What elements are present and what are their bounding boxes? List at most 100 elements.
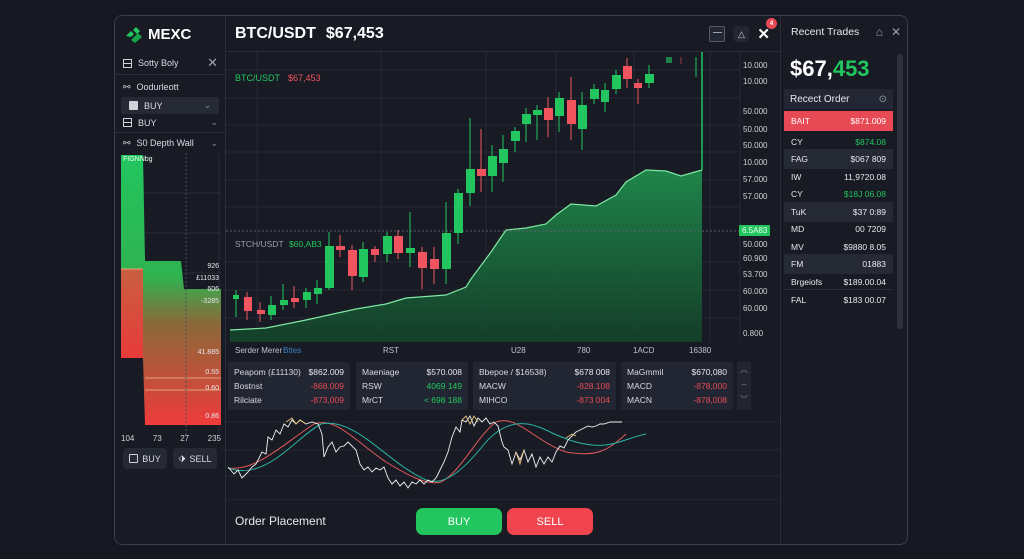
trade-row[interactable]: IW 11,9720.08 — [784, 167, 893, 187]
ind-value: -878,000 — [693, 381, 727, 391]
candlestick-chart — [226, 52, 741, 342]
legend-link[interactable]: Bttes — [283, 346, 302, 355]
ind-key: MACN — [627, 395, 653, 405]
last-price: $67,453 — [790, 56, 870, 82]
trade-value: $18J 06.08 — [843, 189, 886, 199]
trade-value: $067 809 — [850, 154, 886, 164]
panel-actions: ⌂ ✕ — [876, 25, 901, 39]
chart-header: BTC/USDT $67,453 — [226, 16, 780, 52]
sell-button[interactable]: SELL — [507, 508, 593, 535]
pair-title: BTC/USDT — [235, 24, 316, 42]
divider — [115, 132, 226, 133]
indicator-card[interactable]: Bbepoe / $16538) $678 008 MACW -828.108 MI… — [473, 362, 616, 410]
chevron-up-icon[interactable]: ︿ — [740, 365, 748, 374]
indicator-card[interactable]: Maeniage $570.008 RSW 4069 149 MrCT < 698 1… — [356, 362, 468, 410]
trade-value: $37 0:89 — [852, 207, 886, 217]
brand-logo[interactable]: MEXC — [125, 26, 191, 43]
y-tick: 10.000 — [743, 77, 768, 86]
sidebar-item-label: Oodurleott — [136, 82, 179, 92]
trade-symbol: TuK — [791, 207, 807, 217]
collapse-icon[interactable]: ⌂ — [875, 25, 883, 39]
sidebar-item-1[interactable]: ⚯ Oodurleott — [115, 76, 226, 98]
sidebar-item-label: BUY — [138, 117, 157, 128]
trade-row[interactable]: BAIT $871.009 — [784, 111, 893, 131]
y-tick: 60.900 — [743, 254, 768, 263]
trade-row[interactable]: MD 00 7209 — [784, 219, 893, 239]
chevron-down-icon[interactable]: ⌄ — [203, 100, 211, 110]
trade-row[interactable]: FM 01883 — [784, 254, 893, 274]
chevron-down-icon[interactable]: ⌄ — [210, 117, 218, 127]
ind-key: Bostnst — [234, 381, 263, 391]
legend-item: 1ACD — [633, 346, 655, 355]
current-price-tag: 6.5A83 — [739, 225, 771, 236]
alert-icon[interactable]: △ — [733, 26, 750, 42]
trade-symbol: MV — [791, 242, 804, 252]
last-price-main: $67, — [790, 56, 833, 81]
depth-top-label: FIGNNbg — [123, 156, 153, 163]
ind-key: Rilciate — [234, 395, 262, 405]
chevron-down-icon[interactable]: ﹀ — [740, 395, 748, 404]
depth-chart: FIGNNbg 926 £11033 606 -3285 41.885 0.55… — [121, 153, 221, 435]
trade-symbol: IW — [791, 172, 802, 182]
trade-row[interactable]: CY $874.08 — [784, 132, 893, 152]
wallet-icon — [129, 101, 138, 110]
trade-value: $9880 8.05 — [843, 242, 886, 252]
trading-window: MEXC Sotty Boly ✕ ⚯ Oodurleott BUY ⌄ BUY… — [114, 15, 908, 545]
indicator-card[interactable]: Peapom (£11130) $862.009 Bostnst -868.009 … — [228, 362, 350, 410]
depth-label: £11033 — [196, 275, 219, 282]
depth-x-tick: 235 — [207, 434, 221, 443]
sidebar-item-0[interactable]: Sotty Boly ✕ — [115, 52, 226, 74]
trade-value: $871.009 — [850, 116, 886, 126]
indicator-scroller[interactable]: ︿ – ﹀ — [737, 362, 751, 410]
y-tick: 57.000 — [743, 192, 768, 201]
close-icon[interactable]: ✕ — [207, 55, 218, 70]
header-price: $67,453 — [325, 24, 384, 42]
close-button[interactable]: ✕ 4 — [757, 18, 777, 43]
trade-row[interactable]: CY $18J 06.08 — [784, 184, 893, 204]
sidebar-item-3[interactable]: BUY ⌄ — [115, 114, 226, 131]
sidebar-buy-button[interactable]: BUY — [123, 448, 167, 469]
ind-value: $862.009 — [308, 367, 344, 377]
trade-value: $183 00.07 — [843, 294, 886, 305]
trade-row[interactable]: FAL $183 00.07 — [784, 289, 893, 309]
legend-item: 16380 — [689, 346, 712, 355]
depth-label: -3285 — [201, 298, 219, 305]
indicator-card[interactable]: MaGmmil $670,080 MACD -878,000 MACN -878,00… — [621, 362, 733, 410]
scrollbar[interactable] — [897, 54, 903, 329]
legend-item: U28 — [511, 346, 526, 355]
sidebar-item-2[interactable]: BUY ⌄ — [121, 97, 219, 114]
trade-row[interactable]: Brgeiofs $189.00.04 — [784, 272, 893, 292]
depth-label: 606 — [207, 286, 219, 293]
trade-row[interactable]: TuK $37 0:89 — [784, 202, 893, 222]
sidebar: MEXC Sotty Boly ✕ ⚯ Oodurleott BUY ⌄ BUY… — [115, 16, 226, 544]
buy-button[interactable]: BUY — [416, 508, 502, 535]
ind-key: MACW — [479, 381, 506, 391]
trade-symbol: FM — [791, 259, 804, 269]
ind-key: RSW — [362, 381, 382, 391]
chevron-down-icon[interactable]: ⌄ — [210, 137, 218, 148]
price-chart[interactable]: BTC/USDT $67,453 STCH/USDT $60,AB3 10.00… — [226, 52, 780, 342]
ind-value: 4069 149 — [426, 381, 462, 391]
trade-row[interactable]: FAG $067 809 — [784, 149, 893, 169]
legend-item: 780 — [577, 346, 591, 355]
ind-key: MrCT — [362, 395, 384, 405]
sidebar-item-4[interactable]: ⚯ S0 Depth Wall ⌄ — [115, 132, 226, 154]
tag-icon: ⬗ — [178, 453, 186, 463]
y-tick: 10.000 — [743, 158, 768, 167]
settings-icon[interactable]: ⊙ — [878, 93, 887, 105]
window-icon[interactable] — [709, 26, 726, 42]
link-icon: ⚯ — [123, 137, 131, 148]
trade-symbol: Brgeiofs — [791, 277, 823, 287]
wallet-icon — [129, 454, 139, 463]
depth-x-tick: 73 — [152, 434, 162, 443]
recent-order-header[interactable]: Recect Order ⊙ — [784, 89, 893, 109]
depth-x-tick: 27 — [180, 434, 190, 443]
header-actions: △ ✕ 4 — [709, 18, 777, 43]
notification-badge: 4 — [766, 18, 777, 29]
ind-value: -873,009 — [310, 395, 344, 405]
oscillator-chart — [226, 412, 780, 501]
trade-row[interactable]: MV $9880 8.05 — [784, 237, 893, 257]
sidebar-sell-button[interactable]: ⬗ SELL — [173, 448, 217, 469]
close-icon[interactable]: ✕ — [890, 25, 901, 39]
y-tick: 0.800 — [743, 329, 764, 338]
